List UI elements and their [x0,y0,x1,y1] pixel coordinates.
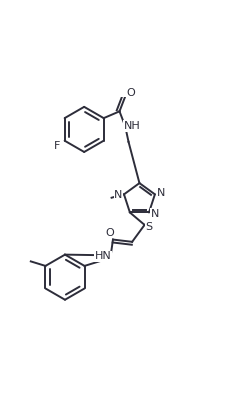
Text: N: N [157,188,165,197]
Text: S: S [145,222,152,232]
Text: HN: HN [95,251,112,261]
Text: N: N [114,191,123,200]
Text: O: O [126,88,135,98]
Text: F: F [54,141,60,151]
Text: N: N [151,209,159,219]
Text: NH: NH [124,121,141,131]
Text: O: O [105,228,114,238]
